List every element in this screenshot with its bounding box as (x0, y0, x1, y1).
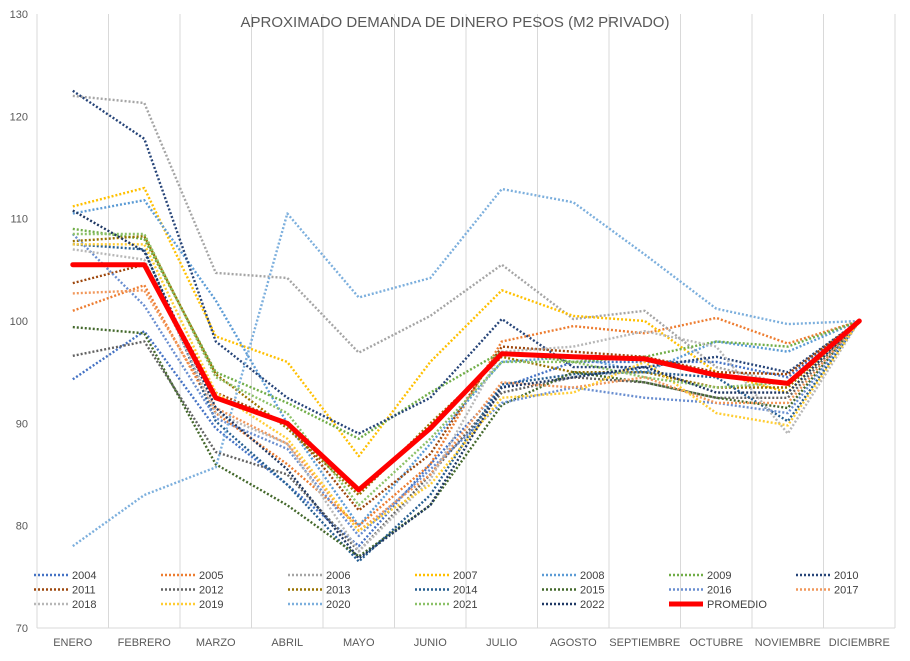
series-line-2009 (72, 227, 860, 440)
legend-label-2015: 2015 (580, 585, 604, 597)
series-line-2006 (72, 94, 861, 386)
series-lines (70, 89, 862, 563)
x-tick-label: NOVIEMBRE (755, 637, 821, 649)
x-tick-label: DICIEMBRE (829, 637, 890, 649)
series-line-2020 (72, 187, 860, 548)
series-line-2018 (72, 248, 861, 553)
x-axis-tick-labels: ENERO FEBRERO MARZO ABRIL MAYO JUNIO JULIO AGOS… (53, 637, 890, 649)
x-tick-label: MARZO (196, 637, 236, 649)
x-tick-label: ENERO (53, 637, 93, 649)
y-tick-label: 80 (16, 521, 28, 533)
y-tick-label: 100 (10, 316, 28, 328)
legend-label-2020: 2020 (326, 599, 350, 611)
series-line-2017 (72, 289, 861, 532)
legend-label-2019: 2019 (199, 599, 223, 611)
series-line-2008 (72, 198, 860, 527)
series-line-2015 (72, 320, 861, 558)
chart-title: APROXIMADO DEMANDA DE DINERO PESOS (M2 P… (241, 14, 670, 31)
legend-label-2010: 2010 (834, 570, 858, 582)
legend-label-2021: 2021 (453, 599, 477, 611)
legend-label-2017: 2017 (834, 585, 858, 597)
y-tick-label: 120 (10, 111, 28, 123)
y-tick-label: 90 (16, 418, 28, 430)
x-tick-label: ABRIL (271, 637, 303, 649)
grid-lines (36, 14, 896, 629)
legend-label-2014: 2014 (453, 585, 477, 597)
legend-label-2006: 2006 (326, 570, 350, 582)
series-line-2010 (72, 89, 860, 435)
legend-label-2016: 2016 (707, 585, 731, 597)
legend-label-2013: 2013 (326, 585, 350, 597)
legend-label-promedio: PROMEDIO (707, 599, 767, 611)
y-tick-label: 110 (10, 214, 28, 226)
legend-label-2009: 2009 (707, 570, 731, 582)
series-line-2022 (72, 209, 861, 560)
legend-label-2005: 2005 (199, 570, 223, 582)
series-line-2021 (72, 232, 861, 507)
x-tick-label: MAYO (343, 637, 375, 649)
x-tick-label: SEPTIEMBRE (609, 637, 680, 649)
legend-label-2008: 2008 (580, 570, 604, 582)
series-line-2019 (72, 243, 861, 532)
legend: 2004 2005 2006 2007 2008 2009 2010 2011 2012 2013… (34, 570, 858, 611)
x-tick-label: OCTUBRE (689, 637, 743, 649)
y-axis-tick-labels: 70 80 90 100 110 120 130 (10, 9, 28, 635)
legend-label-2004: 2004 (72, 570, 96, 582)
legend-label-2007: 2007 (453, 570, 477, 582)
x-tick-label: AGOSTO (550, 637, 597, 649)
legend-label-2022: 2022 (580, 599, 604, 611)
series-line-promedio (70, 262, 862, 493)
y-tick-label: 130 (10, 9, 28, 21)
series-line-2016 (71, 233, 861, 538)
legend-label-2012: 2012 (199, 585, 223, 597)
x-tick-label: JULIO (486, 637, 518, 649)
y-tick-label: 70 (16, 623, 28, 635)
x-tick-label: FEBRERO (118, 637, 172, 649)
series-line-2004 (72, 320, 861, 548)
x-tick-label: JUNIO (414, 637, 447, 649)
legend-label-2011: 2011 (72, 585, 96, 597)
legend-label-2018: 2018 (72, 599, 96, 611)
